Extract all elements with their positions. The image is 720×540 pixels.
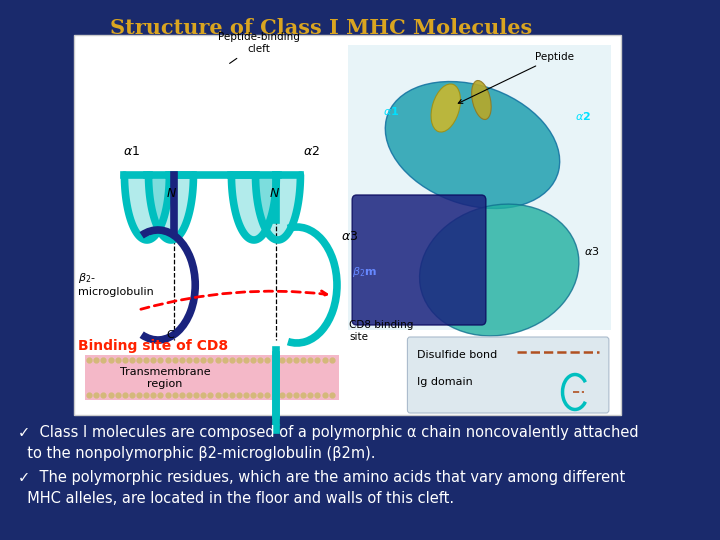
- Text: Ig domain: Ig domain: [417, 377, 473, 387]
- Text: ✓  The polymorphic residues, which are the amino acids that vary among different: ✓ The polymorphic residues, which are th…: [18, 470, 625, 506]
- FancyBboxPatch shape: [74, 35, 621, 415]
- Ellipse shape: [385, 82, 559, 208]
- Text: $\beta_2$m: $\beta_2$m: [352, 265, 377, 279]
- Ellipse shape: [431, 84, 461, 132]
- Text: $\alpha$2: $\alpha$2: [303, 145, 320, 158]
- Text: $\alpha$1: $\alpha$1: [123, 145, 140, 158]
- Ellipse shape: [472, 80, 491, 119]
- Bar: [85, 355, 339, 400]
- Text: $\alpha$3: $\alpha$3: [341, 230, 359, 243]
- Text: Peptide: Peptide: [459, 52, 574, 103]
- Text: Binding site of CD8: Binding site of CD8: [78, 339, 228, 353]
- Text: Structure of Class I MHC Molecules: Structure of Class I MHC Molecules: [110, 18, 532, 38]
- FancyBboxPatch shape: [408, 337, 609, 413]
- Ellipse shape: [420, 204, 579, 336]
- Text: $\alpha$3: $\alpha$3: [584, 245, 599, 257]
- Text: $\alpha$1: $\alpha$1: [383, 105, 400, 117]
- FancyBboxPatch shape: [352, 195, 486, 325]
- Text: ✓  Class I molecules are composed of a polymorphic α chain noncovalently attache: ✓ Class I molecules are composed of a po…: [18, 425, 639, 461]
- Text: $\alpha$2: $\alpha$2: [575, 110, 591, 122]
- FancyBboxPatch shape: [348, 45, 611, 330]
- Text: C: C: [273, 424, 281, 434]
- Text: Peptide-binding
cleft: Peptide-binding cleft: [217, 32, 300, 63]
- Text: N: N: [167, 187, 176, 200]
- Text: C: C: [167, 330, 174, 340]
- Text: CD8 binding
site: CD8 binding site: [349, 320, 414, 342]
- Text: Disulfide bond: Disulfide bond: [417, 350, 498, 360]
- Text: N: N: [270, 187, 279, 200]
- Text: Transmembrane
region: Transmembrane region: [120, 367, 210, 389]
- Text: $\beta_2$-
microglobulin: $\beta_2$- microglobulin: [78, 272, 154, 297]
